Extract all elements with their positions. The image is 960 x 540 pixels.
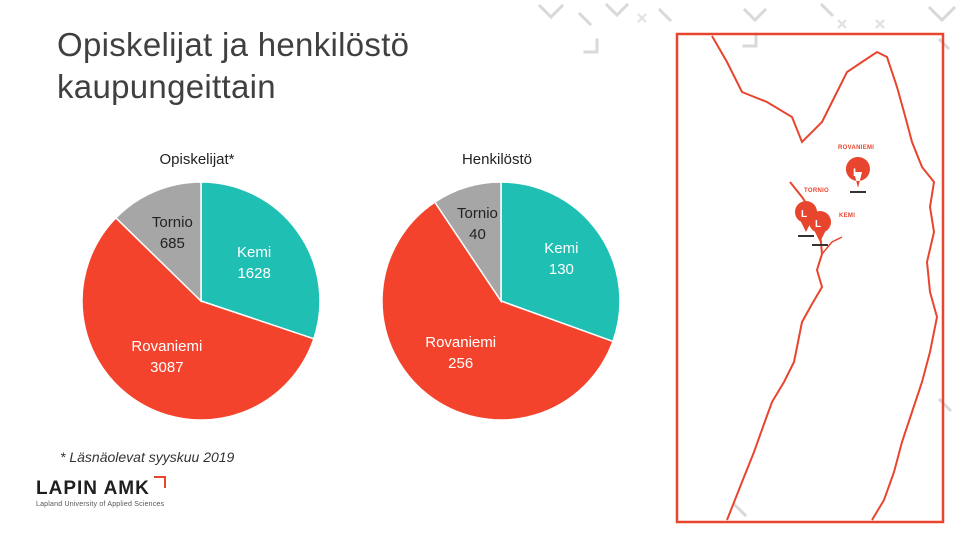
slice-label-name: Tornio: [457, 204, 498, 222]
slice-label-value: 3087: [150, 358, 184, 376]
logo-name: LAPIN AMK: [36, 478, 150, 499]
pie-slice-kemi: [200, 181, 321, 340]
pie-slice-rovaniemi: [381, 201, 614, 421]
pie-slice-rovaniemi: [81, 216, 315, 421]
slice-label-value: 40: [469, 225, 486, 243]
page-title: Opiskelijat ja henkilöstö kaupungeittain: [57, 24, 409, 108]
slice-label-kemi: Kemi 1628: [237, 242, 271, 284]
rovaniemi-pin-icon: L: [845, 157, 870, 193]
students-chart-title: Opiskelijat*: [159, 151, 235, 168]
slice-label-name: Kemi: [237, 243, 272, 261]
kemi-pin-icon: L: [809, 211, 831, 246]
map-label-kemi: KEMI: [839, 213, 856, 219]
slice-label-value: 1628: [237, 264, 271, 282]
page-title-line-2: kaupungeittain: [57, 68, 276, 105]
lapin-amk-logo: LAPIN AMK Lapland University of Applied …: [36, 476, 166, 508]
slice-label-value: 256: [448, 354, 474, 372]
svg-text:L: L: [815, 219, 821, 230]
slice-label-name: Rovaniemi: [131, 337, 203, 355]
slice-label-value: 130: [548, 260, 574, 278]
slice-label-kemi: Kemi 130: [544, 238, 578, 280]
page-title-line-1: Opiskelijat ja henkilöstö: [57, 26, 410, 63]
slice-label-tornio: Tornio 40: [457, 203, 498, 245]
pie-slice-tornio: [114, 181, 202, 303]
slice-label-value: 685: [159, 235, 185, 252]
pie-slice-kemi: [500, 181, 621, 343]
staff-chart-title: Henkilöstö: [461, 151, 533, 168]
slice-label-rovaniemi: Rovaniemi 3087: [131, 336, 202, 378]
map-label-rovaniemi: ROVANIEMI: [838, 145, 875, 151]
map-label-tornio: TORNIO: [804, 188, 830, 194]
slice-label-name: Kemi: [544, 239, 579, 257]
slice-label-tornio: Tornio 685: [152, 212, 193, 254]
logo-bracket-icon: [154, 476, 166, 488]
slice-label-rovaniemi: Rovaniemi 256: [425, 332, 496, 374]
svg-text:L: L: [853, 167, 860, 179]
svg-text:L: L: [801, 209, 807, 220]
pie-slice-tornio: [433, 181, 502, 304]
logo-subtitle: Lapland University of Applied Sciences: [36, 501, 165, 508]
slice-label-name: Rovaniemi: [425, 333, 497, 351]
footnote: * Läsnäolevat syyskuu 2019: [60, 449, 235, 465]
finland-map-icon: L L L ROVANIEMI TORNIO KEMI: [672, 32, 948, 526]
slice-label-name: Tornio: [151, 214, 193, 231]
